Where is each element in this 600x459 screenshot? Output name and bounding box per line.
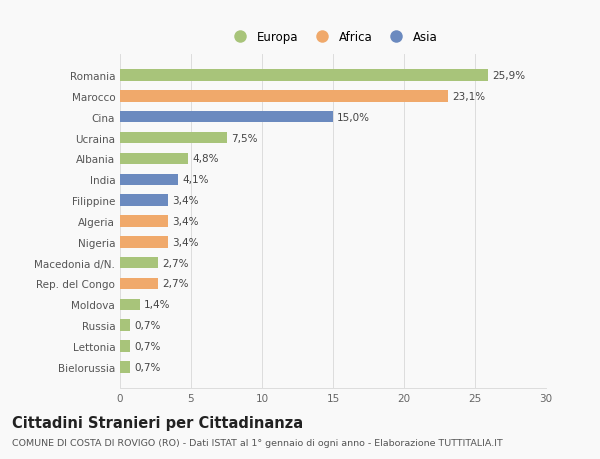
- Text: 1,4%: 1,4%: [144, 300, 170, 310]
- Text: 2,7%: 2,7%: [163, 279, 189, 289]
- Text: 3,4%: 3,4%: [173, 196, 199, 206]
- Text: 0,7%: 0,7%: [134, 341, 161, 351]
- Bar: [120, 299, 140, 310]
- Text: Cittadini Stranieri per Cittadinanza: Cittadini Stranieri per Cittadinanza: [12, 415, 303, 431]
- Text: 3,4%: 3,4%: [173, 237, 199, 247]
- Text: 25,9%: 25,9%: [492, 71, 525, 81]
- Text: 23,1%: 23,1%: [452, 92, 485, 102]
- Legend: Europa, Africa, Asia: Europa, Africa, Asia: [225, 28, 441, 48]
- Bar: [120, 112, 333, 123]
- Bar: [120, 91, 448, 102]
- Bar: [120, 153, 188, 165]
- Bar: [120, 278, 158, 290]
- Bar: [120, 216, 168, 227]
- Bar: [120, 70, 488, 82]
- Text: 15,0%: 15,0%: [337, 112, 370, 123]
- Text: 0,7%: 0,7%: [134, 362, 161, 372]
- Text: 4,1%: 4,1%: [182, 175, 209, 185]
- Bar: [120, 236, 168, 248]
- Bar: [120, 257, 158, 269]
- Text: 3,4%: 3,4%: [173, 217, 199, 226]
- Bar: [120, 174, 178, 185]
- Bar: [120, 341, 130, 352]
- Text: 4,8%: 4,8%: [193, 154, 219, 164]
- Bar: [120, 320, 130, 331]
- Bar: [120, 133, 227, 144]
- Text: 0,7%: 0,7%: [134, 320, 161, 330]
- Bar: [120, 361, 130, 373]
- Text: 7,5%: 7,5%: [231, 133, 257, 143]
- Text: COMUNE DI COSTA DI ROVIGO (RO) - Dati ISTAT al 1° gennaio di ogni anno - Elabora: COMUNE DI COSTA DI ROVIGO (RO) - Dati IS…: [12, 438, 503, 448]
- Bar: [120, 195, 168, 207]
- Text: 2,7%: 2,7%: [163, 258, 189, 268]
